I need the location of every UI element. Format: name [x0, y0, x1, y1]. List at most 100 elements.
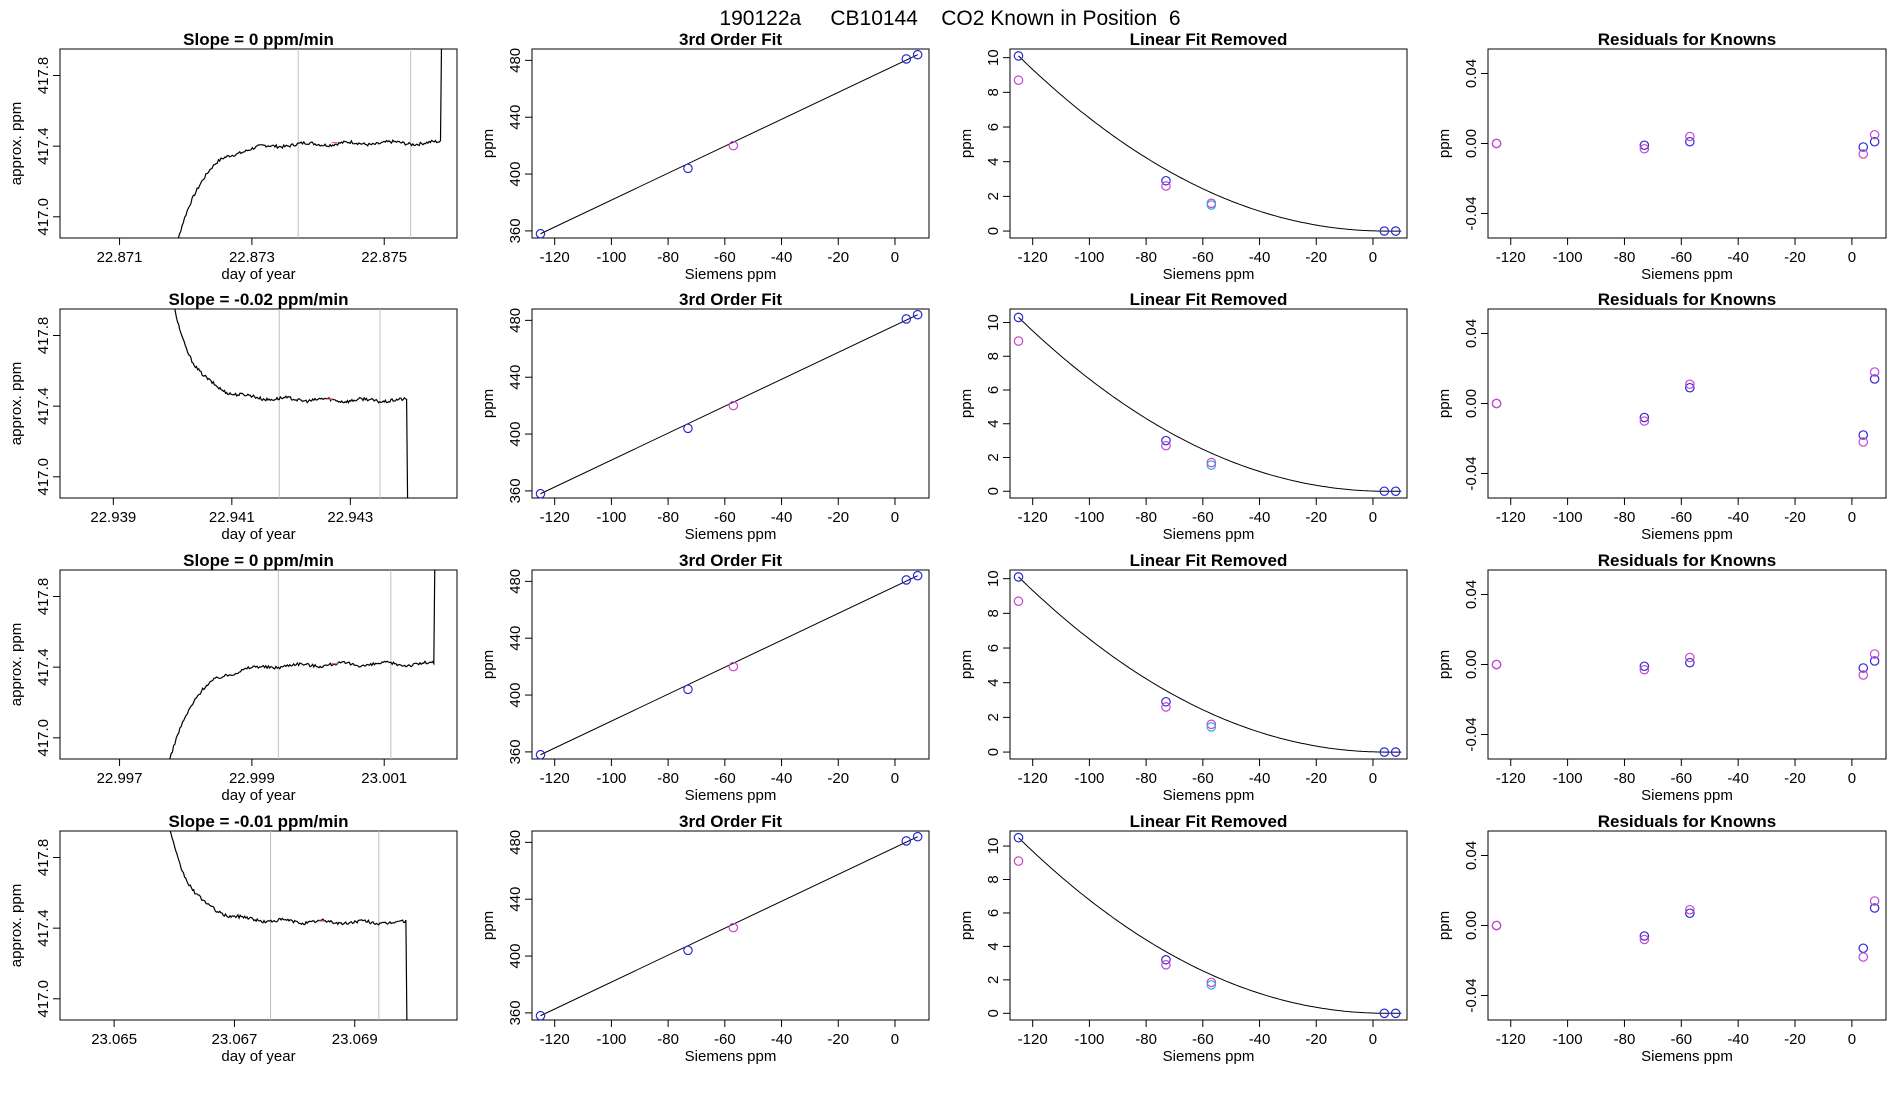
data-point [1858, 430, 1869, 440]
data-point [683, 945, 693, 956]
x-tick-label: 0 [1369, 1031, 1377, 1048]
data-point [1206, 457, 1217, 468]
plot-frame [1009, 48, 1408, 239]
x-tick-label: -100 [596, 1031, 626, 1048]
fit-curve [1018, 576, 1402, 753]
panel-0-2: Linear Fit Removed -120 -100 -80 -60 -40 -20 0 0… [958, 30, 1408, 283]
y-axis-label: approx. ppm [8, 102, 25, 185]
y-tick-label: 440 [507, 626, 524, 651]
data-point [535, 749, 546, 760]
y-tick-label: 360 [507, 478, 524, 503]
data-point [1685, 652, 1695, 663]
data-point [1491, 659, 1502, 670]
trace-line [174, 309, 409, 498]
x-axis-label: day of year [221, 787, 295, 804]
x-tick-label: -80 [1135, 1031, 1157, 1048]
x-tick-label: -20 [1305, 509, 1327, 526]
y-tick-label: 0 [985, 227, 1002, 235]
y-axis-label: ppm [480, 129, 497, 158]
x-tick-label: -60 [1670, 509, 1692, 526]
data-point [1206, 722, 1217, 732]
plot-frame [1009, 569, 1408, 760]
panel-title: Linear Fit Removed [1130, 551, 1288, 570]
x-tick-label: -80 [657, 770, 679, 787]
data-point [1161, 435, 1171, 446]
panel-0-0: Slope = 0 ppm/min 22.871 22.873 22.875 417.0… [8, 30, 458, 283]
plot-area [1018, 576, 1402, 753]
x-tick-label: -60 [714, 1031, 736, 1048]
data-point [901, 575, 912, 585]
x-tick-label: -60 [1670, 770, 1692, 787]
y-tick-label: 417.8 [35, 839, 52, 877]
y-tick-label: 440 [507, 887, 524, 912]
y-tick-label: 417.8 [35, 578, 52, 616]
panels: Slope = 0 ppm/min 22.871 22.873 22.875 417.0… [8, 30, 1887, 1065]
y-tick-label: 417.8 [35, 317, 52, 355]
data-point [535, 1010, 546, 1021]
data-point [1013, 572, 1024, 582]
x-tick-label: 23.065 [91, 1031, 137, 1048]
x-axis-label: day of year [221, 526, 295, 543]
data-point [1013, 856, 1024, 866]
data-point [1639, 934, 1650, 945]
y-tick-label: -0.04 [1463, 196, 1480, 230]
x-tick-label: -60 [1192, 509, 1214, 526]
y-tick-label: 6 [985, 386, 1002, 394]
x-tick-label: -120 [1018, 509, 1048, 526]
y-axis-label: approx. ppm [8, 623, 25, 706]
x-tick-label: -100 [1553, 1031, 1583, 1048]
y-tick-label: 4 [985, 420, 1002, 428]
x-tick-label: 22.875 [361, 249, 407, 266]
x-axis-label: Siemens ppm [1163, 526, 1255, 543]
x-tick-label: -120 [1496, 509, 1526, 526]
y-axis-label: ppm [958, 389, 975, 418]
x-tick-label: 23.069 [332, 1031, 378, 1048]
x-tick-label: -20 [1305, 770, 1327, 787]
x-tick-label: -80 [1135, 770, 1157, 787]
x-tick-label: 22.873 [229, 249, 275, 266]
y-tick-label: 4 [985, 679, 1002, 687]
data-point [1390, 747, 1401, 757]
x-tick-label: -80 [657, 249, 679, 266]
panel-title: Slope = -0.01 ppm/min [169, 812, 349, 831]
panel-title: Linear Fit Removed [1130, 290, 1288, 309]
x-tick-label: -40 [771, 1031, 793, 1048]
data-point [1858, 142, 1869, 152]
panel-title: Residuals for Knowns [1598, 290, 1777, 309]
x-axis-label: Siemens ppm [685, 1048, 777, 1065]
data-point [1379, 226, 1390, 236]
x-tick-label: -80 [1614, 249, 1636, 266]
data-point [1379, 1008, 1390, 1019]
panel-title: 3rd Order Fit [679, 812, 782, 831]
panel-title: 3rd Order Fit [679, 551, 782, 570]
data-point [728, 661, 739, 672]
x-tick-label: -100 [596, 770, 626, 787]
y-tick-label: 0 [985, 487, 1002, 495]
x-tick-label: -120 [540, 249, 570, 266]
plot-frame [59, 308, 458, 499]
y-tick-label: 6 [985, 909, 1002, 917]
x-tick-label: -20 [1784, 249, 1806, 266]
data-point [1390, 1008, 1401, 1019]
x-tick-label: -120 [1018, 1031, 1048, 1048]
x-tick-label: 0 [891, 1031, 899, 1048]
plot-area [1018, 317, 1402, 492]
y-tick-label: 10 [985, 570, 1002, 587]
data-point [1161, 181, 1171, 191]
y-axis-label: ppm [958, 911, 975, 940]
x-tick-label: -100 [1074, 249, 1104, 266]
y-tick-label: 0 [985, 748, 1002, 756]
data-point [1390, 226, 1401, 236]
x-axis-label: Siemens ppm [685, 526, 777, 543]
x-tick-label: 22.871 [97, 249, 143, 266]
x-tick-label: -20 [827, 770, 849, 787]
y-tick-label: 0.04 [1463, 580, 1480, 609]
data-point [683, 684, 693, 695]
panel-2-3: Residuals for Knowns -120 -100 -80 -60 -40 -20… [1436, 551, 1887, 804]
data-point [1491, 920, 1502, 931]
trace-line [169, 570, 436, 759]
y-tick-label: 8 [985, 609, 1002, 617]
data-point [728, 140, 739, 151]
x-tick-label: -60 [1192, 1031, 1214, 1048]
